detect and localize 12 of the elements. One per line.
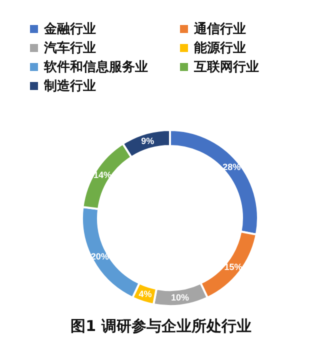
legend-label: 制造行业	[44, 78, 96, 95]
legend-label: 互联网行业	[194, 59, 259, 76]
data-label: 4%	[138, 289, 152, 300]
legend-label: 软件和信息服务业	[44, 59, 148, 76]
legend-label: 通信行业	[194, 21, 246, 38]
data-label: 9%	[141, 136, 154, 146]
legend-label: 金融行业	[44, 21, 96, 38]
text: 图1 调研参与企业所处行业	[70, 317, 252, 336]
data-label: 10%	[171, 292, 190, 302]
legend-label: 汽车行业	[44, 40, 96, 57]
data-label: 28%	[222, 162, 241, 172]
legend-label: 能源行业	[194, 40, 246, 57]
